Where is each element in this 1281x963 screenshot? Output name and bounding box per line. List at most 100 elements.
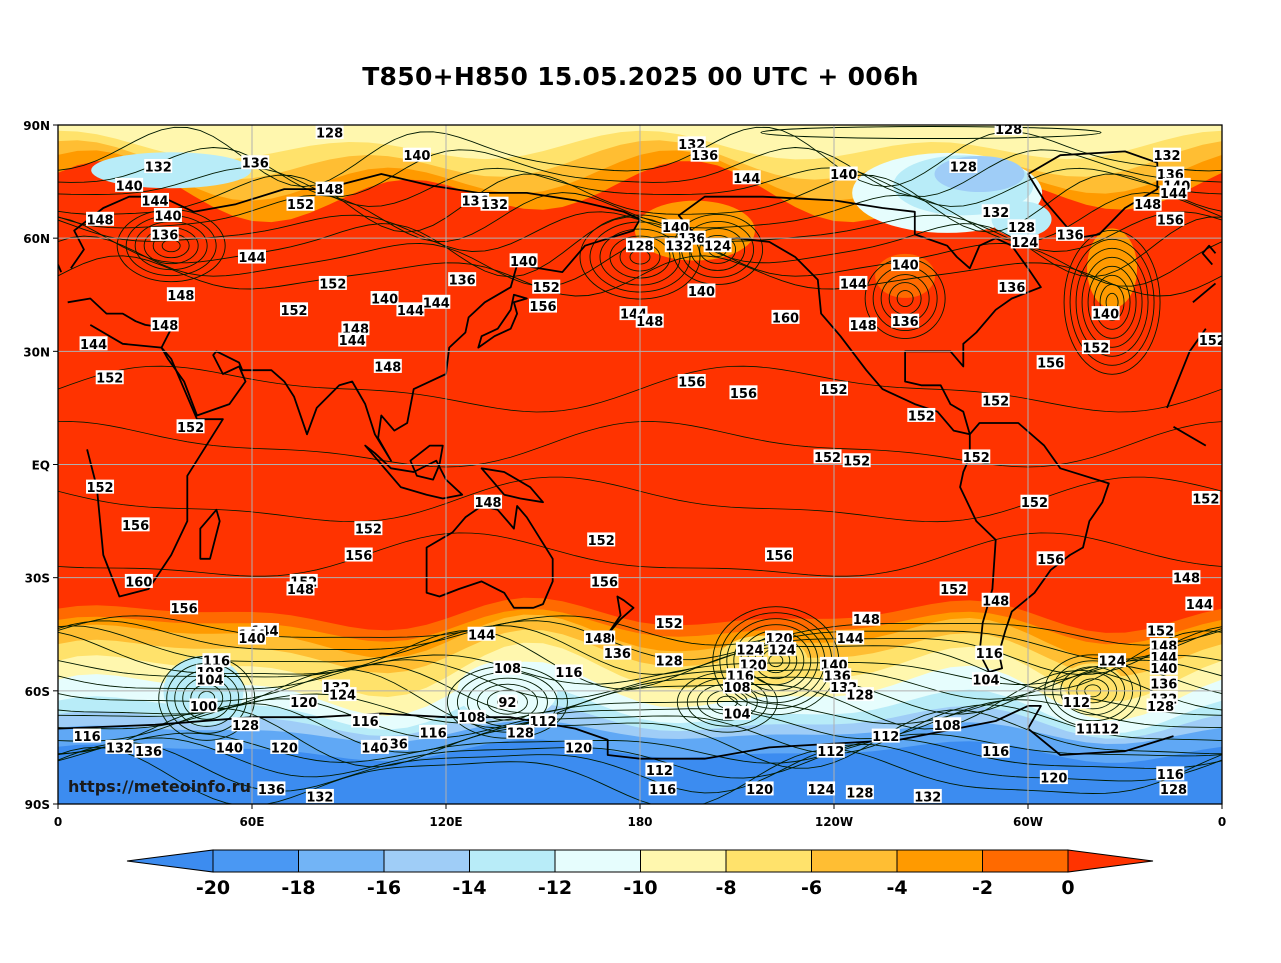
contour-label: 140 — [154, 210, 181, 225]
contour-label: 144 — [141, 194, 168, 209]
low-south-pacific-ring-6 — [733, 624, 819, 698]
contour-label: 152 — [1199, 334, 1226, 349]
contour-label: 136 — [691, 149, 718, 164]
contour-label-box — [73, 728, 102, 743]
contour-label: 116 — [982, 745, 1009, 760]
contour-label: 140 — [371, 293, 398, 308]
contour-label: 108 — [458, 711, 485, 726]
contour-label-box — [150, 226, 179, 241]
lon-label-2: 120E — [429, 815, 462, 829]
contour-label: 152 — [940, 583, 967, 598]
contour-label-box — [448, 272, 477, 287]
contour-label-box — [1010, 234, 1039, 249]
contour-label: 128 — [316, 127, 343, 142]
contour-label: 132 — [1153, 149, 1180, 164]
contour-label-box — [723, 705, 751, 720]
contour-label: 140 — [1150, 662, 1177, 677]
contour-label-box — [829, 166, 858, 181]
contour-label: 144 — [837, 632, 864, 647]
contour-label: 148 — [1173, 572, 1200, 587]
contour-label-box — [1036, 551, 1065, 566]
contour-label-box — [86, 211, 115, 226]
contour-label-box — [1133, 196, 1162, 211]
contour-label-box — [845, 785, 874, 800]
contour-label: 112 — [872, 730, 899, 745]
low-north-atlantic-ring-3 — [1093, 274, 1131, 330]
contour-label: 156 — [730, 387, 757, 402]
contour-label: 132 — [145, 160, 172, 175]
contour-label-box — [1198, 332, 1222, 347]
contour-label-box — [813, 449, 842, 464]
contour-label: 132 — [665, 240, 692, 255]
contour-label-box — [338, 332, 367, 347]
contour-label: 136 — [151, 228, 178, 243]
contour-label-box — [997, 279, 1026, 294]
contour-label: 156 — [1037, 553, 1064, 568]
contour-label: 120 — [290, 696, 317, 711]
contour-label: 144 — [423, 296, 450, 311]
contour-label-box — [765, 547, 794, 562]
contour-label-box — [732, 170, 761, 185]
contour-label-box — [1091, 306, 1120, 321]
contour-label-box — [907, 407, 936, 422]
contour-label-box — [820, 381, 848, 396]
coastlines — [58, 150, 1217, 760]
colorbar-bin-1 — [298, 849, 385, 873]
contour-label-box — [370, 291, 399, 306]
contour-label-box — [238, 630, 266, 645]
coast-africa-part-2 — [1173, 426, 1207, 447]
contour-label-box — [871, 728, 900, 743]
contour-label-box — [768, 641, 797, 656]
contour-label-box — [677, 136, 706, 151]
contour-label-box — [153, 208, 182, 223]
contour-label-box — [1149, 638, 1178, 653]
contour-label: 136 — [1056, 228, 1083, 243]
colorbar-bin-2 — [383, 849, 470, 873]
contour-label: 132 — [106, 741, 133, 756]
colorbar-bin-5 — [640, 849, 727, 873]
contour-label: 148 — [86, 213, 113, 228]
colorbar-bin-8 — [896, 849, 983, 873]
contour-label-box — [1156, 166, 1185, 181]
contour-label-box — [690, 147, 719, 162]
contour-label: 144 — [80, 338, 107, 353]
contour-label: 152 — [96, 372, 123, 387]
contour-label: 112 — [1063, 696, 1090, 711]
colorbar-label: -6 — [801, 877, 822, 899]
contour-label: 140 — [892, 259, 919, 274]
contour-label-box — [270, 739, 299, 754]
contour-label: 152 — [177, 421, 204, 436]
contour-label-box — [286, 196, 315, 211]
colorbar-label: -18 — [281, 877, 315, 899]
contour-label: 136 — [135, 745, 162, 760]
lon-label-3: 180 — [627, 815, 652, 829]
contour-label-box — [341, 321, 370, 336]
contour-label-box — [315, 125, 344, 140]
contour-label-box — [687, 283, 716, 298]
contour-label-box — [419, 724, 448, 739]
contour-label-box — [1159, 781, 1188, 796]
contour-label-box — [189, 698, 218, 713]
contour-label: 124 — [769, 643, 796, 658]
contour-label-box — [1039, 770, 1068, 785]
contour-label: 148 — [982, 594, 1009, 609]
contour-label: 156 — [1037, 357, 1064, 372]
contour-label: 160 — [772, 311, 799, 326]
contour-label-box — [677, 374, 706, 389]
contour-label-box — [839, 275, 868, 290]
contour-label-box — [289, 694, 318, 709]
temp-band-north-4 — [58, 125, 1222, 160]
contour-label: 140 — [216, 741, 243, 756]
contour-label: 116 — [352, 715, 379, 730]
contour-label-box — [1081, 340, 1110, 355]
contour-label-box — [739, 656, 768, 671]
contour-arctic — [760, 126, 1102, 140]
contour-label-box — [1062, 694, 1091, 709]
contour-label: 156 — [122, 519, 149, 534]
low-north-atlantic-ring-4 — [1087, 265, 1137, 339]
contour-label-box — [981, 204, 1010, 219]
watermark-text: https://meteoinfo.ru — [68, 777, 251, 796]
colorbar-bin-9 — [982, 849, 1069, 873]
contour-label-box — [1172, 570, 1201, 585]
contour-label-box — [344, 547, 373, 562]
